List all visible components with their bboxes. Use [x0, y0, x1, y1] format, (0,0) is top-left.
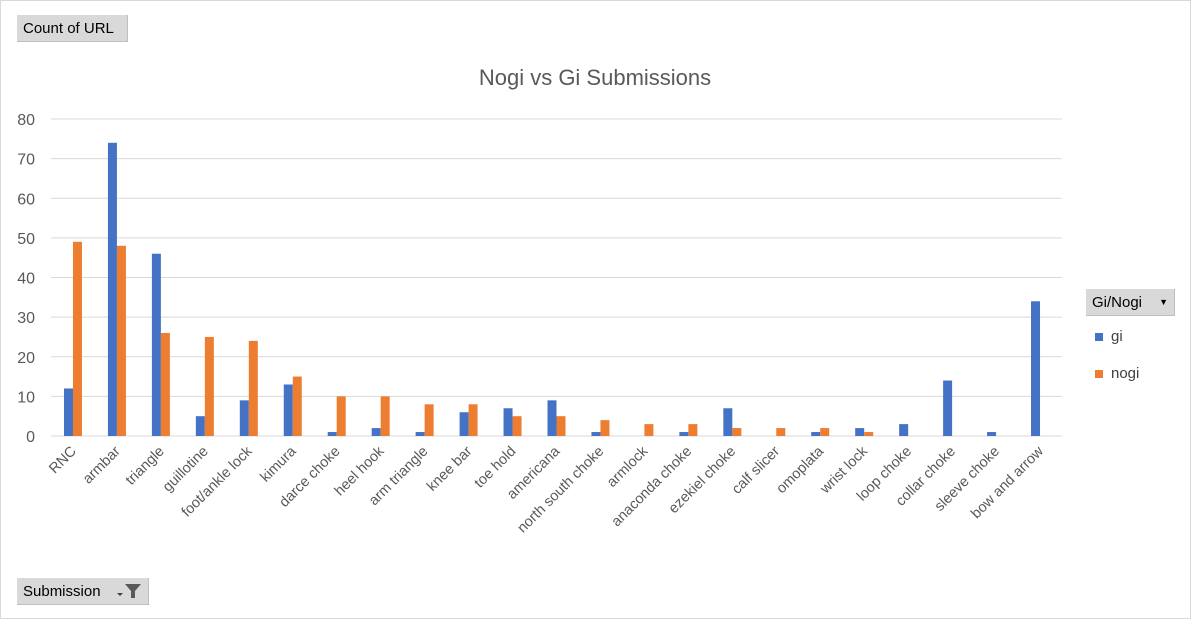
- y-tick-label: 60: [17, 191, 35, 208]
- bar-nogi[interactable]: [160, 332, 170, 436]
- value-field-button[interactable]: Count of URL: [17, 15, 128, 42]
- bar-gi[interactable]: [415, 432, 425, 436]
- bar-nogi[interactable]: [512, 416, 522, 436]
- legend-item-nogi: nogi: [1086, 365, 1175, 382]
- legend-swatch-nogi: [1095, 369, 1103, 378]
- bar-nogi[interactable]: [336, 396, 346, 436]
- x-tick-label: anaconda choke: [609, 444, 696, 531]
- bar-gi[interactable]: [943, 380, 953, 436]
- bar-gi[interactable]: [371, 428, 381, 436]
- bar-gi[interactable]: [591, 432, 601, 436]
- legend-field-label: Gi/Nogi: [1092, 293, 1143, 311]
- legend-label-gi: gi: [1111, 328, 1123, 345]
- bar-nogi[interactable]: [820, 428, 830, 436]
- x-tick-label: kimura: [258, 443, 301, 486]
- legend-field-button[interactable]: Gi/Nogi ▼: [1086, 289, 1175, 316]
- legend: Gi/Nogi ▼ gi nogi: [1086, 289, 1175, 382]
- value-field-label: Count of URL: [23, 19, 114, 37]
- bar-gi[interactable]: [63, 388, 73, 436]
- bar-gi[interactable]: [723, 408, 733, 436]
- bar-gi[interactable]: [503, 408, 513, 436]
- axis-field-label: Submission: [23, 582, 101, 600]
- bar-gi[interactable]: [239, 400, 249, 436]
- bar-nogi[interactable]: [424, 404, 434, 436]
- y-tick-label: 0: [26, 429, 35, 446]
- legend-swatch-gi: [1095, 332, 1103, 341]
- y-tick-label: 70: [17, 152, 35, 169]
- bar-nogi[interactable]: [72, 241, 82, 436]
- bar-nogi[interactable]: [556, 416, 566, 436]
- bar-gi[interactable]: [151, 253, 161, 436]
- x-tick-label: armbar: [80, 443, 124, 487]
- bar-nogi[interactable]: [732, 428, 742, 436]
- y-tick-label: 50: [17, 231, 35, 248]
- bar-gi[interactable]: [283, 384, 293, 436]
- y-tick-label: 20: [17, 350, 35, 367]
- filter-funnel-icon[interactable]: [114, 582, 142, 600]
- x-tick-label: knee bar: [424, 443, 475, 494]
- y-tick-label: 40: [17, 271, 35, 288]
- x-tick-label: north south choke: [514, 444, 607, 537]
- bar-gi[interactable]: [679, 432, 689, 436]
- legend-label-nogi: nogi: [1111, 365, 1140, 382]
- bar-nogi[interactable]: [776, 428, 786, 436]
- x-tick-label: calf slicer: [729, 443, 783, 497]
- bar-gi[interactable]: [899, 424, 909, 436]
- bar-nogi[interactable]: [468, 404, 478, 436]
- bar-nogi[interactable]: [644, 424, 654, 436]
- bar-gi[interactable]: [547, 400, 557, 436]
- bar-nogi[interactable]: [600, 420, 610, 436]
- y-tick-label: 80: [17, 112, 35, 129]
- bar-gi[interactable]: [855, 428, 865, 436]
- axis-field-button[interactable]: Submission: [17, 578, 149, 605]
- y-tick-label: 30: [17, 310, 35, 327]
- bar-gi[interactable]: [107, 142, 117, 436]
- bar-gi[interactable]: [195, 416, 205, 436]
- y-tick-label: 10: [17, 389, 35, 406]
- bar-gi[interactable]: [1031, 301, 1041, 436]
- bar-gi[interactable]: [459, 412, 469, 436]
- dropdown-arrow-icon: ▼: [1159, 297, 1168, 307]
- legend-item-gi: gi: [1086, 328, 1175, 345]
- bar-nogi[interactable]: [248, 340, 258, 436]
- bar-gi[interactable]: [327, 432, 337, 436]
- bar-nogi[interactable]: [864, 432, 874, 436]
- bar-nogi[interactable]: [204, 336, 214, 436]
- bar-gi[interactable]: [811, 432, 821, 436]
- bar-nogi[interactable]: [688, 424, 698, 436]
- x-tick-label: RNC: [46, 444, 80, 478]
- bar-gi[interactable]: [987, 432, 997, 436]
- bar-nogi[interactable]: [380, 396, 390, 436]
- chart-title: Nogi vs Gi Submissions: [479, 65, 711, 90]
- bar-nogi[interactable]: [292, 376, 302, 436]
- bar-nogi[interactable]: [116, 245, 126, 436]
